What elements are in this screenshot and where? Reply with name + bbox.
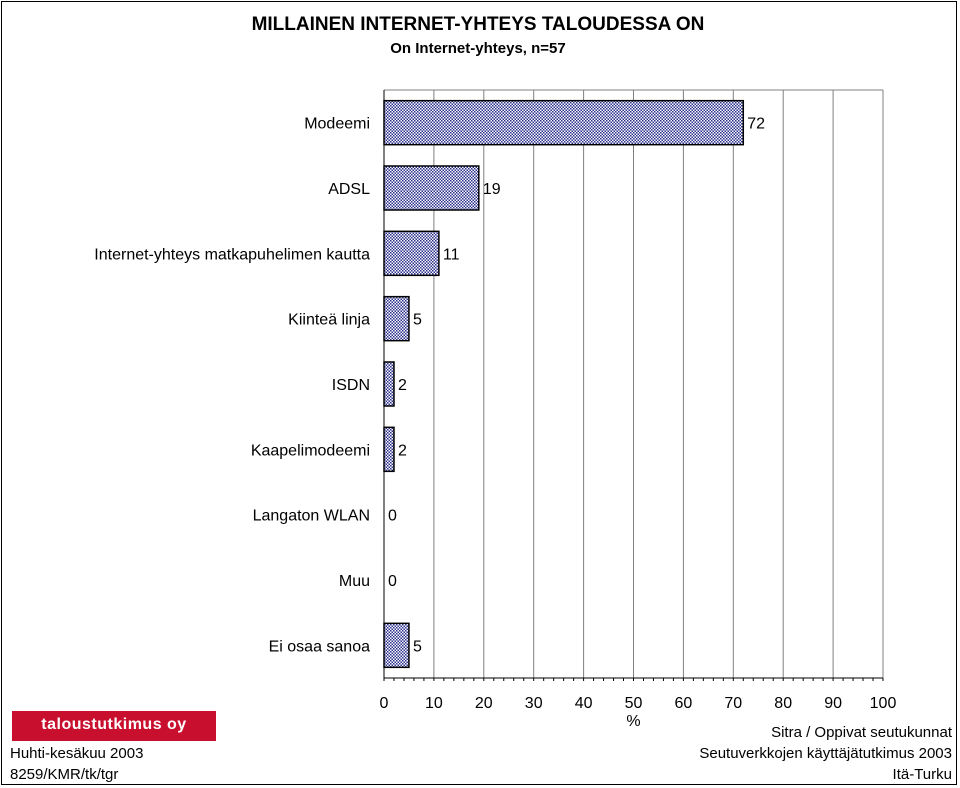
company-logo: taloustutkimus oy bbox=[12, 711, 216, 738]
value-label: 11 bbox=[443, 246, 460, 263]
footer-source-1: Sitra / Oppivat seutukunnat bbox=[771, 724, 952, 741]
x-tick-label: 10 bbox=[425, 695, 443, 712]
footer-source-3: Itä-Turku bbox=[892, 766, 952, 783]
x-tick-label: 60 bbox=[675, 695, 693, 712]
x-tick-label: 0 bbox=[380, 695, 389, 712]
value-label: 5 bbox=[413, 638, 422, 655]
x-tick-label: 100 bbox=[870, 695, 897, 712]
x-axis-title: % bbox=[626, 713, 640, 730]
x-tick-label: 70 bbox=[724, 695, 742, 712]
chart-title: MILLAINEN INTERNET-YHTEYS TALOUDESSA ON bbox=[251, 14, 705, 35]
value-label: 72 bbox=[747, 116, 765, 133]
x-tick-label: 20 bbox=[475, 695, 493, 712]
category-label: Kiinteä linja bbox=[288, 312, 370, 329]
footer-date: Huhti-kesäkuu 2003 bbox=[10, 745, 144, 762]
value-label: 2 bbox=[398, 377, 407, 394]
x-tick-label: 40 bbox=[575, 695, 593, 712]
category-label: Modeemi bbox=[304, 116, 370, 133]
x-tick-label: 30 bbox=[525, 695, 543, 712]
bar bbox=[383, 295, 410, 342]
bar bbox=[383, 165, 480, 211]
category-label: Kaapelimodeemi bbox=[251, 442, 370, 459]
bar bbox=[383, 361, 395, 407]
footer-source-2: Seutuverkkojen käyttäjätutkimus 2003 bbox=[699, 745, 952, 762]
value-label: 5 bbox=[413, 312, 422, 329]
bar bbox=[383, 99, 745, 146]
bar bbox=[383, 426, 395, 473]
x-tick-label: 90 bbox=[824, 695, 842, 712]
logo-underline bbox=[12, 738, 216, 741]
value-label: 0 bbox=[388, 573, 397, 590]
value-label: 0 bbox=[388, 508, 397, 525]
chart-subtitle: On Internet-yhteys, n=57 bbox=[390, 40, 566, 57]
x-tick-label: 80 bbox=[774, 695, 792, 712]
value-label: 2 bbox=[398, 442, 407, 459]
bar bbox=[383, 230, 440, 277]
x-tick-label: 50 bbox=[625, 695, 643, 712]
category-label: Internet-yhteys matkapuhelimen kautta bbox=[94, 246, 370, 263]
category-label: Langaton WLAN bbox=[253, 508, 370, 525]
footer-code: 8259/KMR/tk/tgr bbox=[10, 766, 119, 783]
bar bbox=[383, 622, 410, 669]
category-label: Ei osaa sanoa bbox=[269, 638, 371, 655]
category-label: Muu bbox=[339, 573, 370, 590]
category-label: ISDN bbox=[332, 377, 370, 394]
category-label: ADSL bbox=[328, 181, 370, 198]
value-label: 19 bbox=[483, 181, 501, 198]
